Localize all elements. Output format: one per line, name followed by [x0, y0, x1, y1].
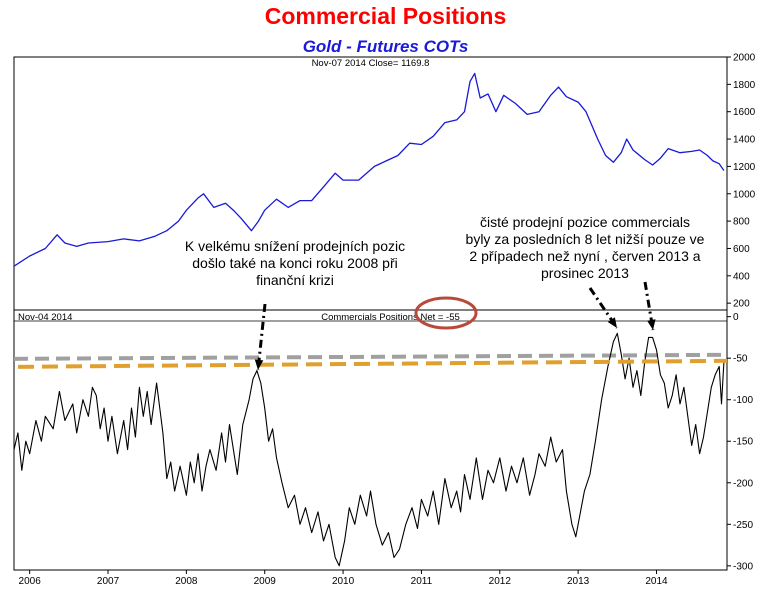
cot-net-line	[13, 332, 725, 567]
price-ytick-label: 400	[733, 271, 750, 282]
gray-dashed-level	[13, 352, 728, 361]
price-ytick-label: 1800	[733, 80, 756, 91]
price-header: Nov-07 2014 Close= 1169.8	[312, 58, 430, 69]
cot-ytick-label: -100	[733, 395, 753, 406]
chart-title: Commercial Positions	[264, 3, 507, 29]
chart-subtitle: Gold - Futures COTs	[302, 37, 469, 56]
value-highlight-ellipse	[414, 296, 478, 330]
cot-ytick-label: -250	[733, 520, 753, 531]
gold-price-line	[13, 72, 725, 267]
cot-header-date: Nov-04 2014	[18, 312, 72, 323]
annotation-right: čisté prodejní pozice commercials byly z…	[465, 214, 705, 281]
year-xtick-label: 2008	[175, 576, 198, 587]
cot-ytick-label: 0	[733, 312, 739, 323]
price-ytick-label: 1000	[733, 189, 756, 200]
arrow-dec-2013-head	[647, 319, 656, 330]
cot-panel-frame	[13, 309, 728, 571]
price-ytick-label: 1400	[733, 135, 756, 146]
cot-ytick-label: -200	[733, 478, 753, 489]
arrow-2008	[256, 303, 267, 371]
year-xtick-label: 2006	[19, 576, 42, 587]
price-ytick-label: 1600	[733, 107, 756, 118]
year-xtick-label: 2007	[97, 576, 120, 587]
arrow-2008-head	[254, 359, 264, 370]
year-xtick-label: 2014	[645, 576, 668, 587]
price-ytick-label: 600	[733, 244, 750, 255]
year-xtick-label: 2010	[332, 576, 355, 587]
year-xtick-label: 2013	[567, 576, 590, 587]
orange-dashed-level	[17, 358, 728, 369]
cot-ytick-label: -300	[733, 561, 753, 572]
arrow-june-2013-head	[607, 317, 617, 328]
year-xtick-label: 2012	[489, 576, 512, 587]
annotation-left: K velkému snížení prodejních pozic došlo…	[184, 238, 406, 288]
price-ytick-label: 800	[733, 217, 750, 228]
price-ytick-label: 2000	[733, 53, 756, 64]
cot-ytick-label: -50	[733, 354, 748, 365]
year-xtick-label: 2009	[254, 576, 277, 587]
price-ytick-label: 200	[733, 299, 750, 310]
cot-ytick-label: -150	[733, 437, 753, 448]
year-xtick-label: 2011	[411, 576, 433, 587]
cot-net-label: Commercials Positions Net = -55	[321, 312, 460, 323]
price-ytick-label: 1200	[733, 162, 756, 173]
